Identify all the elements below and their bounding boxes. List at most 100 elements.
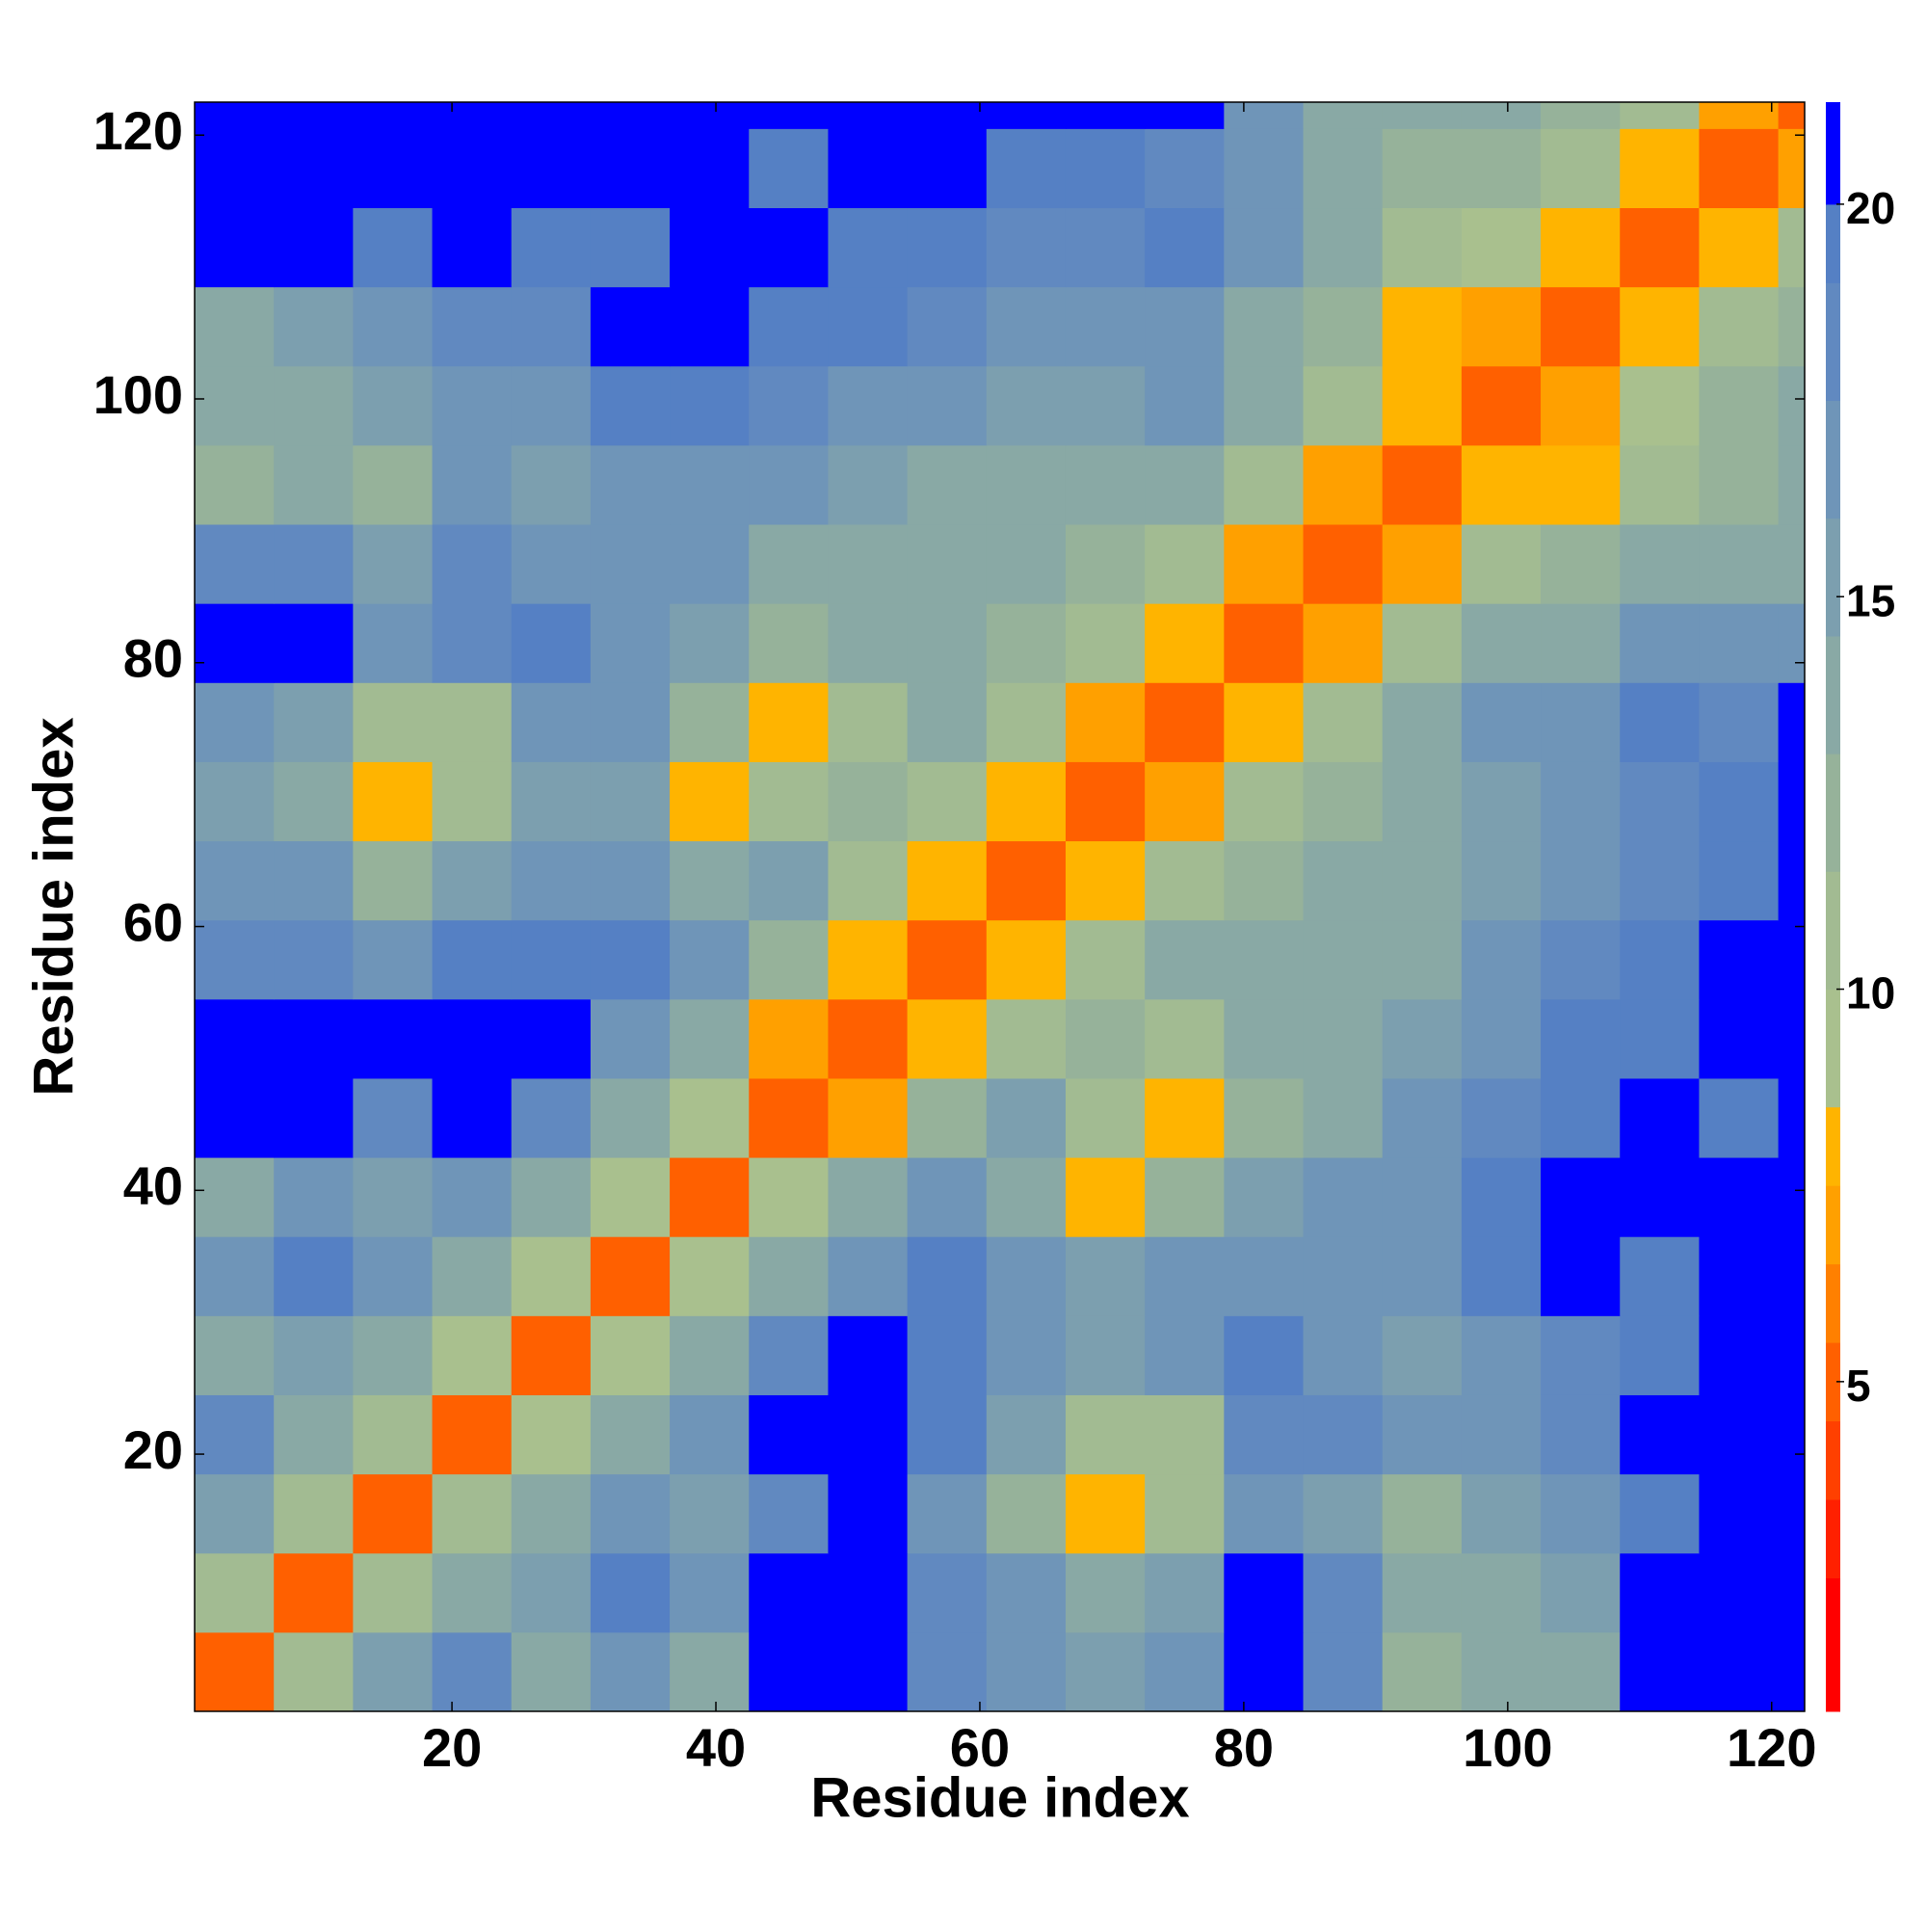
heatmap-cell [274, 1631, 354, 1712]
heatmap-cell [1145, 524, 1225, 604]
heatmap-cell [511, 998, 592, 1079]
heatmap-cell [195, 1077, 275, 1158]
heatmap-cell [986, 1077, 1067, 1158]
heatmap-cell [1461, 761, 1542, 842]
heatmap-cell [1303, 524, 1384, 604]
heatmap-cell [1224, 1473, 1305, 1554]
heatmap-cell [1065, 603, 1146, 683]
heatmap-cell [1145, 840, 1225, 921]
heatmap-cell [907, 840, 988, 921]
heatmap-cell [511, 682, 592, 762]
heatmap-cell [1620, 128, 1700, 209]
heatmap-cell [907, 1315, 988, 1395]
heatmap-cell [907, 603, 988, 683]
heatmap-cell [195, 1157, 275, 1237]
heatmap-cell [670, 207, 750, 288]
heatmap-cell [670, 1315, 750, 1395]
heatmap-cell [1541, 1157, 1621, 1237]
colorbar-band [1826, 517, 1840, 637]
heatmap-cell [828, 919, 909, 1000]
heatmap-cell [749, 128, 829, 209]
heatmap-cell [1778, 1315, 1806, 1395]
heatmap-cell [1541, 761, 1621, 842]
heatmap-cell [1461, 1236, 1542, 1316]
heatmap-cell [1224, 102, 1305, 129]
heatmap-cell [1461, 207, 1542, 288]
heatmap-cell [432, 1473, 513, 1554]
heatmap-cell [1303, 1631, 1384, 1712]
heatmap-cell [1461, 1157, 1542, 1237]
heatmap-cell [986, 365, 1067, 446]
heatmap-cell [1224, 1157, 1305, 1237]
heatmap-cell [907, 286, 988, 367]
heatmap-cell [1303, 365, 1384, 446]
heatmap-cell [1699, 524, 1780, 604]
heatmap-cell [670, 840, 750, 921]
colorbar-band [1826, 203, 1840, 283]
heatmap-cell [353, 444, 434, 525]
heatmap-cell [1541, 1473, 1621, 1554]
heatmap-cell [907, 1552, 988, 1633]
heatmap-cell [986, 1236, 1067, 1316]
y-tick-label: 120 [93, 100, 183, 161]
heatmap-cell [274, 207, 354, 288]
heatmap-cell [670, 761, 750, 842]
heatmap-cell [1778, 919, 1806, 1000]
heatmap-cell [432, 919, 513, 1000]
heatmap-cell [590, 128, 671, 209]
heatmap-cell [986, 1552, 1067, 1633]
heatmap-cell [195, 524, 275, 604]
heatmap-cell [1778, 128, 1806, 209]
heatmap-cell [353, 1157, 434, 1237]
heatmap-cell [1303, 1157, 1384, 1237]
heatmap-cell [1145, 998, 1225, 1079]
heatmap-cell [274, 1236, 354, 1316]
heatmap-cell [1778, 603, 1806, 683]
heatmap-cell [749, 603, 829, 683]
colorbar-band [1826, 1577, 1840, 1712]
y-tick-label: 60 [123, 891, 183, 952]
heatmap-cell [432, 207, 513, 288]
heatmap-cell [1699, 1236, 1780, 1316]
heatmap-cell [1224, 761, 1305, 842]
heatmap-cell [353, 998, 434, 1079]
heatmap-cell [986, 444, 1067, 525]
heatmap-cell [1145, 102, 1225, 129]
heatmap-cell [670, 444, 750, 525]
heatmap-cell [274, 444, 354, 525]
heatmap-cell [1382, 286, 1463, 367]
heatmap-cell [432, 1315, 513, 1395]
heatmap-cell [511, 1552, 592, 1633]
heatmap-cell [274, 603, 354, 683]
heatmap-cell [907, 1157, 988, 1237]
heatmap-cell [907, 524, 988, 604]
heatmap-cell [432, 603, 513, 683]
heatmap-cell [1620, 1077, 1700, 1158]
heatmap-cell [828, 1394, 909, 1475]
heatmap-cell [986, 286, 1067, 367]
heatmap-cell [1699, 1552, 1780, 1633]
heatmap-cell [274, 840, 354, 921]
heatmap-cell [590, 919, 671, 1000]
heatmap-cell [1303, 1473, 1384, 1554]
heatmap-cell [195, 1315, 275, 1395]
heatmap-cell [907, 1077, 988, 1158]
heatmap-cell [1224, 840, 1305, 921]
heatmap-cell [590, 1631, 671, 1712]
heatmap-cell [828, 128, 909, 209]
heatmap-cell [1303, 1236, 1384, 1316]
heatmap-cell [1065, 1631, 1146, 1712]
heatmap-cell [670, 1473, 750, 1554]
x-tick-label: 80 [1214, 1717, 1274, 1778]
heatmap-cell [511, 128, 592, 209]
heatmap-cell [195, 207, 275, 288]
heatmap-cell [1541, 1315, 1621, 1395]
heatmap-cell [1224, 603, 1305, 683]
heatmap-cell [432, 1394, 513, 1475]
heatmap-cell [1778, 1077, 1806, 1158]
heatmap-cell [1382, 128, 1463, 209]
heatmap-cell [195, 1236, 275, 1316]
colorbar-band [1826, 871, 1840, 991]
heatmap-cell [1699, 603, 1780, 683]
